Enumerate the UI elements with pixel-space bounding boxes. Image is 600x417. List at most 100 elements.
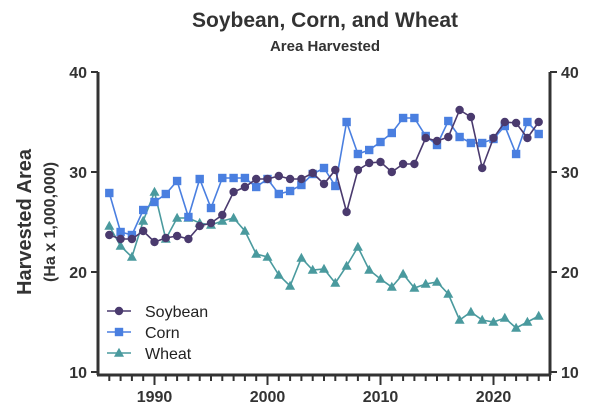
soybean-point bbox=[252, 174, 261, 184]
soybean-point bbox=[105, 230, 114, 240]
soybean-point bbox=[206, 218, 216, 228]
soybean-point bbox=[455, 105, 464, 115]
corn-point bbox=[376, 137, 385, 147]
series-soybean bbox=[105, 105, 543, 247]
corn-point bbox=[161, 189, 170, 199]
x-tick-label: 2010 bbox=[363, 389, 399, 406]
legend-marker-soybean bbox=[114, 306, 124, 316]
wheat-point bbox=[251, 248, 262, 258]
soybean-point bbox=[319, 179, 329, 189]
wheat-point bbox=[398, 268, 409, 278]
wheat-point bbox=[307, 264, 318, 274]
legend-label-soybean: Soybean bbox=[145, 304, 208, 321]
corn-point bbox=[466, 138, 476, 148]
wheat-point bbox=[432, 276, 442, 286]
y-tick-label-right: 10 bbox=[561, 365, 579, 382]
wheat-point bbox=[330, 277, 341, 287]
wheat-point bbox=[296, 252, 307, 262]
soybean-point bbox=[263, 174, 272, 184]
wheat-point bbox=[477, 314, 488, 324]
soybean-point bbox=[274, 171, 283, 181]
series-wheat bbox=[104, 186, 544, 332]
legend-label-corn: Corn bbox=[145, 325, 180, 342]
corn-point bbox=[195, 174, 204, 184]
corn-point bbox=[319, 163, 329, 173]
corn-point bbox=[342, 117, 351, 127]
y-tick-label-left: 10 bbox=[69, 365, 87, 382]
wheat-point bbox=[352, 241, 363, 251]
corn-point bbox=[206, 203, 216, 213]
chart-title: Soybean, Corn, and Wheat bbox=[192, 9, 458, 32]
wheat-point bbox=[443, 288, 454, 298]
corn-point bbox=[534, 129, 543, 139]
corn-point bbox=[218, 173, 227, 183]
corn-point bbox=[297, 180, 306, 190]
y-tick-label-left: 40 bbox=[69, 65, 87, 82]
soybean-point bbox=[432, 136, 442, 146]
wheat-point bbox=[262, 251, 273, 261]
wheat-point bbox=[149, 186, 160, 196]
soybean-point bbox=[116, 234, 125, 244]
corn-point bbox=[274, 189, 283, 199]
soybean-point bbox=[285, 174, 295, 184]
wheat-point bbox=[465, 306, 476, 316]
chart-subtitle: Area Harvested bbox=[270, 38, 380, 55]
wheat-point bbox=[228, 212, 239, 222]
soybean-point bbox=[297, 174, 306, 184]
wheat-point bbox=[104, 220, 115, 230]
corn-point bbox=[184, 212, 193, 222]
soybean-point bbox=[161, 233, 170, 243]
wheat-point bbox=[375, 273, 386, 283]
corn-point bbox=[139, 205, 148, 215]
soybean-point bbox=[172, 231, 182, 241]
corn-point bbox=[398, 113, 408, 123]
soybean-point bbox=[308, 168, 317, 178]
soybean-point bbox=[240, 182, 250, 192]
soybean-line bbox=[109, 108, 540, 243]
y-tick-label-right: 30 bbox=[561, 165, 579, 182]
y-tick-label-left: 30 bbox=[69, 165, 87, 182]
soybean-point bbox=[444, 132, 453, 142]
soybean-point bbox=[184, 234, 193, 244]
corn-point bbox=[444, 116, 453, 126]
soybean-point bbox=[195, 221, 204, 231]
wheat-point bbox=[239, 225, 250, 235]
wheat-point bbox=[115, 240, 126, 250]
soybean-point bbox=[523, 133, 532, 143]
corn-point bbox=[387, 128, 396, 138]
wheat-point bbox=[319, 263, 329, 273]
soybean-point bbox=[353, 165, 363, 175]
wheat-point bbox=[533, 310, 544, 320]
series-corn bbox=[105, 113, 543, 240]
soybean-point bbox=[331, 165, 340, 175]
legend: Soybean Corn Wheat bbox=[107, 304, 208, 363]
soybean-point bbox=[398, 159, 408, 169]
wheat-point bbox=[217, 215, 228, 225]
x-tick-label: 2020 bbox=[476, 389, 512, 406]
legend-marker-corn bbox=[114, 327, 124, 337]
wheat-point bbox=[454, 314, 465, 324]
y-tick-label-right: 20 bbox=[561, 265, 579, 282]
y-tick-label-left: 20 bbox=[69, 265, 87, 282]
legend-label-wheat: Wheat bbox=[145, 346, 192, 363]
soybean-point bbox=[376, 157, 385, 167]
y-tick-label-right: 40 bbox=[561, 65, 579, 82]
series-layer bbox=[104, 105, 544, 332]
corn-point bbox=[229, 173, 238, 183]
corn-point bbox=[455, 132, 464, 142]
soybean-point bbox=[534, 117, 543, 127]
wheat-point bbox=[341, 260, 352, 270]
wheat-point bbox=[386, 281, 397, 291]
soybean-point bbox=[478, 163, 487, 173]
corn-point bbox=[478, 138, 487, 148]
corn-point bbox=[240, 173, 250, 183]
legend-marker-wheat bbox=[114, 347, 124, 357]
soybean-point bbox=[218, 210, 227, 220]
wheat-point bbox=[420, 278, 431, 288]
corn-point bbox=[511, 149, 521, 159]
wheat-point bbox=[522, 316, 533, 326]
corn-point bbox=[116, 227, 125, 237]
wheat-point bbox=[364, 264, 375, 274]
